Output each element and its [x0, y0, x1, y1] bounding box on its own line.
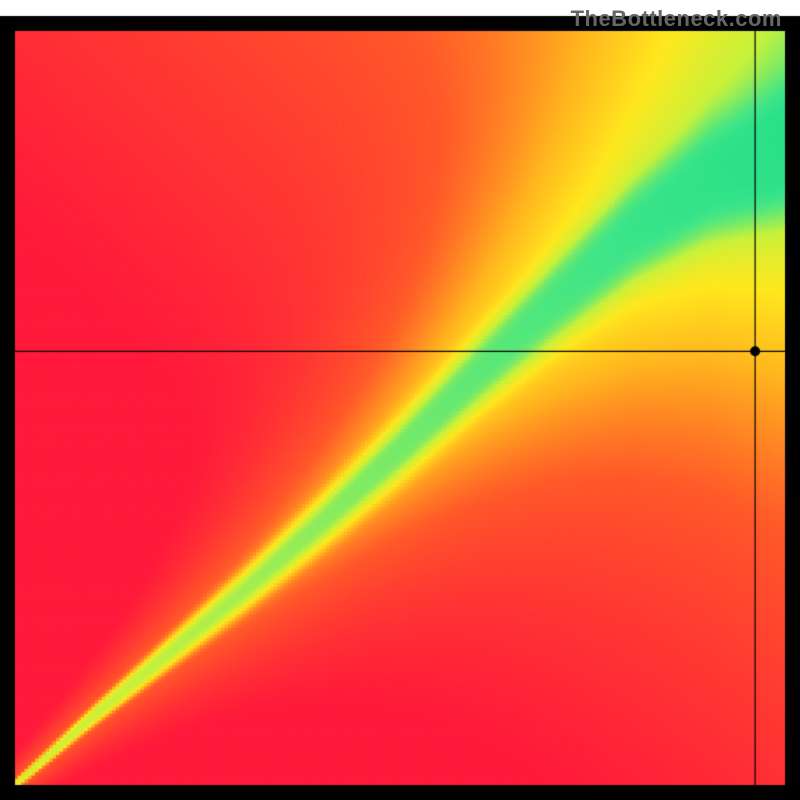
bottleneck-heatmap: [0, 0, 800, 800]
watermark-label: TheBottleneck.com: [571, 6, 782, 32]
chart-container: TheBottleneck.com: [0, 0, 800, 800]
